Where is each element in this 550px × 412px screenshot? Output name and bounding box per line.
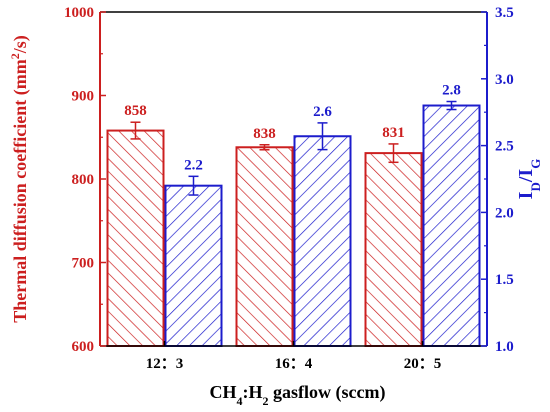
- right-axis-title: ID/IG: [515, 159, 543, 200]
- data-label-ratio-2: 2.8: [442, 83, 461, 99]
- right-tick-label-1: 1.5: [495, 272, 514, 288]
- x-axis-title: CH4:H2 gasflow (sccm): [210, 382, 386, 407]
- bar-ratio-0: [164, 184, 223, 347]
- error-bar-thermal-0: [130, 121, 141, 140]
- data-label-thermal-2: 831: [382, 125, 405, 141]
- x-tick-label-1: 16：4: [275, 356, 313, 372]
- data-label-ratio-1: 2.6: [313, 104, 332, 120]
- left-tick-label-2: 800: [72, 172, 95, 188]
- bar-thermal-1: [235, 146, 294, 347]
- right-tick-label-5: 3.5: [495, 5, 514, 21]
- error-bar-ratio-2: [446, 100, 457, 111]
- data-label-thermal-0: 858: [124, 103, 147, 119]
- right-tick-label-4: 3.0: [495, 72, 514, 88]
- right-tick-label-0: 1.0: [495, 339, 514, 355]
- left-tick-label-4: 1000: [64, 5, 94, 21]
- left-axis-title: Thermal diffusion coefficient (mm2/s): [8, 35, 31, 322]
- x-tick-label-2: 20：5: [404, 356, 442, 372]
- left-tick-label-3: 900: [72, 89, 95, 105]
- bars-layer: [106, 100, 481, 347]
- data-label-ratio-0: 2.2: [184, 157, 203, 173]
- error-bar-ratio-1: [317, 122, 328, 151]
- axes-layer: [99, 11, 488, 347]
- right-tick-label-3: 2.5: [495, 139, 514, 155]
- left-tick-label-0: 600: [72, 339, 95, 355]
- left-tick-label-1: 700: [72, 256, 95, 272]
- bar-ratio-1: [293, 135, 352, 347]
- error-bar-thermal-1: [259, 144, 270, 151]
- data-label-thermal-1: 838: [253, 126, 276, 142]
- labels-layer: 858 838 831 2.2 2.6 2.8 600 700 800 900 1000 1.0 1.5…: [8, 5, 543, 408]
- bar-ratio-2: [422, 104, 481, 347]
- error-bar-thermal-2: [388, 143, 399, 164]
- error-bar-ratio-0: [188, 175, 199, 196]
- bar-thermal-0: [106, 129, 165, 347]
- bar-thermal-2: [364, 152, 423, 347]
- right-tick-label-2: 2.0: [495, 205, 514, 221]
- x-tick-label-0: 12：3: [146, 356, 184, 372]
